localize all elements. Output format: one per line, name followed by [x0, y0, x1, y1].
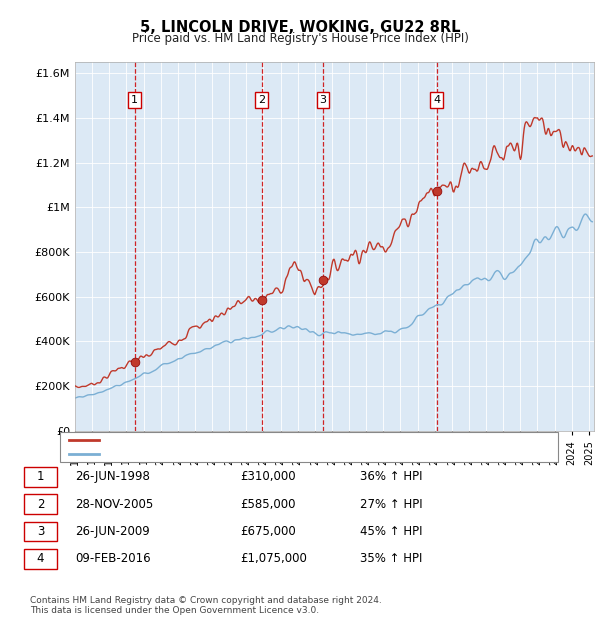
Text: 4: 4 [433, 95, 440, 105]
Text: 2: 2 [37, 498, 44, 511]
Text: 26-JUN-1998: 26-JUN-1998 [75, 471, 150, 484]
Text: 1: 1 [131, 95, 138, 105]
Text: 3: 3 [37, 525, 44, 538]
Text: 28-NOV-2005: 28-NOV-2005 [75, 498, 153, 511]
Text: 36% ↑ HPI: 36% ↑ HPI [360, 471, 422, 484]
Text: £1,075,000: £1,075,000 [240, 552, 307, 565]
Text: 09-FEB-2016: 09-FEB-2016 [75, 552, 151, 565]
Text: 4: 4 [37, 552, 44, 565]
Point [319, 275, 328, 285]
Text: £585,000: £585,000 [240, 498, 296, 511]
Point [257, 295, 266, 305]
Text: 5, LINCOLN DRIVE, WOKING, GU22 8RL (detached house): 5, LINCOLN DRIVE, WOKING, GU22 8RL (deta… [105, 435, 403, 446]
Text: 35% ↑ HPI: 35% ↑ HPI [360, 552, 422, 565]
Text: Contains HM Land Registry data © Crown copyright and database right 2024.
This d: Contains HM Land Registry data © Crown c… [30, 596, 382, 615]
Text: Price paid vs. HM Land Registry's House Price Index (HPI): Price paid vs. HM Land Registry's House … [131, 32, 469, 45]
Text: HPI: Average price, detached house, Woking: HPI: Average price, detached house, Woki… [105, 448, 336, 459]
Text: 5, LINCOLN DRIVE, WOKING, GU22 8RL: 5, LINCOLN DRIVE, WOKING, GU22 8RL [140, 20, 460, 35]
Text: 3: 3 [320, 95, 326, 105]
Text: 1: 1 [37, 471, 44, 484]
Text: £310,000: £310,000 [240, 471, 296, 484]
Text: 45% ↑ HPI: 45% ↑ HPI [360, 525, 422, 538]
Text: 2: 2 [258, 95, 265, 105]
Point [432, 185, 442, 195]
Text: 27% ↑ HPI: 27% ↑ HPI [360, 498, 422, 511]
Text: £675,000: £675,000 [240, 525, 296, 538]
Point [130, 356, 140, 366]
Text: 26-JUN-2009: 26-JUN-2009 [75, 525, 150, 538]
